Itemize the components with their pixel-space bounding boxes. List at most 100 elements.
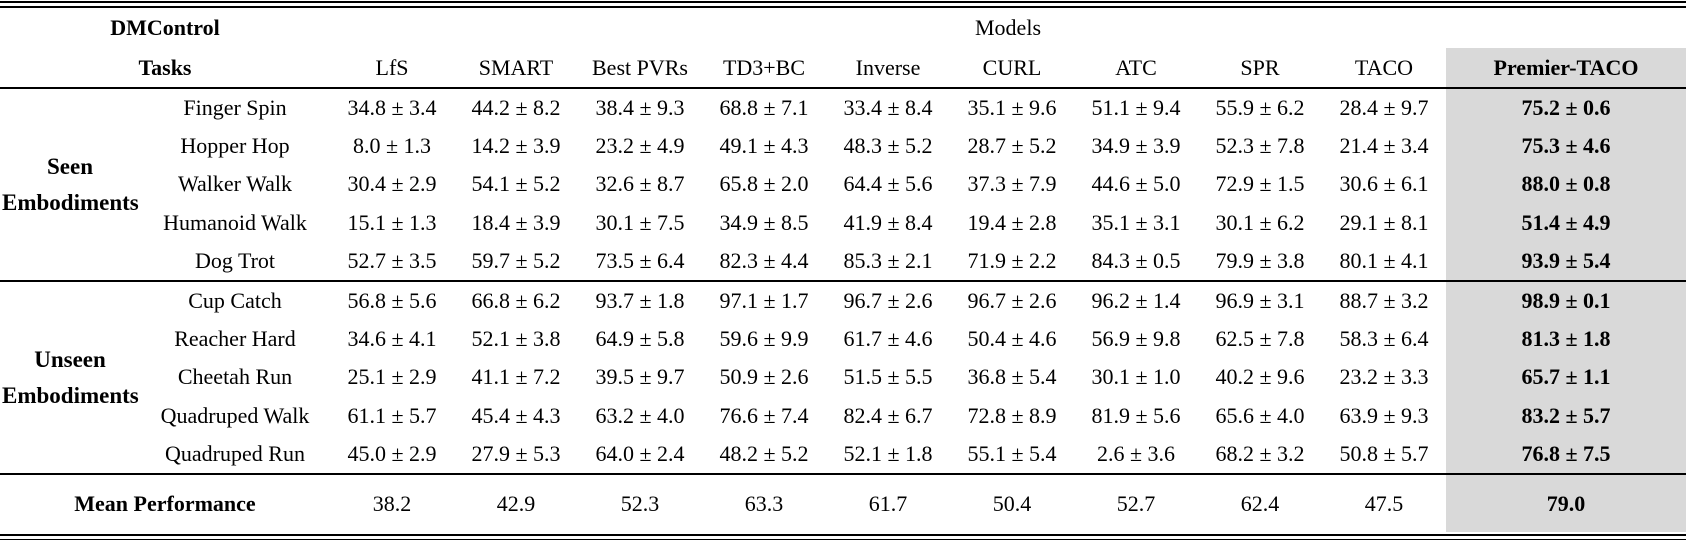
table-row: Hopper Hop 8.0 ± 1.3 14.2 ± 3.9 23.2 ± 4.9 4… [0,126,1686,166]
score-cell: 81.9 ± 5.6 [1091,403,1181,429]
score-cell: 62.5 ± 7.8 [1215,325,1305,351]
score-cell: 8.0 ± 1.3 [352,132,432,158]
score-cell: 96.7 ± 2.6 [967,287,1057,313]
table-row: Cheetah Run 25.1 ± 2.9 41.1 ± 7.2 39.5 ± 9.… [0,358,1686,397]
score-cell: 2.6 ± 3.6 [1096,441,1176,467]
section-seen-embodiments: Seen Embodiments Finger Spin 34.8 ± 3.4 44.… [0,88,1686,281]
score-cell: 64.4 ± 5.6 [843,171,933,197]
score-cell: 51.5 ± 5.5 [843,364,933,390]
section-unseen-embodiments: Unseen Embodiments Cup Catch 56.8 ± 5.6 66.… [0,281,1686,474]
score-cell: 54.1 ± 5.2 [471,171,561,197]
score-cell: 50.9 ± 2.6 [719,364,809,390]
task-name: Hopper Hop [180,132,290,158]
score-cell: 23.2 ± 4.9 [595,132,685,158]
column-header-model: LfS [375,54,409,80]
score-cell: 85.3 ± 2.1 [843,248,933,274]
score-cell-premier: 65.7 ± 1.1 [1446,358,1686,397]
score-cell: 45.0 ± 2.9 [347,441,437,467]
score-cell-premier: 98.9 ± 0.1 [1446,281,1686,320]
score-cell: 36.8 ± 5.4 [967,364,1057,390]
score-cell-premier: 83.2 ± 5.7 [1446,396,1686,436]
score-cell: 30.6 ± 6.1 [1339,171,1429,197]
score-cell: 93.7 ± 1.8 [595,287,685,313]
mean-score-cell: 42.9 [496,490,536,516]
column-header-model: SMART [478,54,554,80]
score-cell: 65.6 ± 4.0 [1215,403,1305,429]
score-cell: 52.7 ± 3.5 [347,248,437,274]
table-footer: Mean Performance 38.2 42.9 52.3 63.3 61.7 50.… [0,474,1686,532]
score-cell: 44.2 ± 8.2 [471,94,561,120]
score-cell: 68.8 ± 7.1 [719,94,809,120]
score-cell: 56.9 ± 9.8 [1091,325,1181,351]
score-cell: 66.8 ± 6.2 [471,287,561,313]
score-cell: 96.9 ± 3.1 [1215,287,1305,313]
score-cell: 28.7 ± 5.2 [967,132,1057,158]
mean-score-cell: 52.3 [620,490,660,516]
score-cell: 33.4 ± 8.4 [843,94,933,120]
score-cell: 29.1 ± 8.1 [1339,210,1429,236]
score-cell: 30.1 ± 1.0 [1091,364,1181,390]
score-cell: 34.6 ± 4.1 [347,325,437,351]
results-table: DMControl Models Tasks LfS SMART Best PVRs… [0,8,1686,532]
score-cell: 30.1 ± 6.2 [1215,210,1305,236]
score-cell: 32.6 ± 8.7 [595,171,685,197]
score-cell: 19.4 ± 2.8 [967,210,1057,236]
score-cell: 51.1 ± 9.4 [1091,94,1181,120]
score-cell: 21.4 ± 3.4 [1339,132,1429,158]
task-name: Reacher Hard [174,325,296,351]
table-row: Dog Trot 52.7 ± 3.5 59.7 ± 5.2 73.5 ± 6.4 82… [0,242,1686,281]
score-cell: 49.1 ± 4.3 [719,132,809,158]
header-models-group: Models [975,15,1041,40]
score-cell: 96.2 ± 1.4 [1091,287,1181,313]
score-cell: 76.6 ± 7.4 [719,403,809,429]
mean-score-cell: 52.7 [1116,490,1156,516]
score-cell: 55.9 ± 6.2 [1215,94,1305,120]
table-row: Quadruped Run 45.0 ± 2.9 27.9 ± 5.3 64.0 ± … [0,435,1686,474]
score-cell: 64.9 ± 5.8 [595,325,685,351]
score-cell: 45.4 ± 4.3 [471,403,561,429]
task-name: Humanoid Walk [163,210,307,236]
score-cell: 72.9 ± 1.5 [1215,171,1305,197]
score-cell: 52.1 ± 3.8 [471,325,561,351]
task-name: Quadruped Run [165,441,305,467]
score-cell: 61.7 ± 4.6 [843,325,933,351]
score-cell-premier: 76.8 ± 7.5 [1446,435,1686,474]
score-cell-premier: 81.3 ± 1.8 [1446,319,1686,359]
score-cell: 59.7 ± 5.2 [471,248,561,274]
score-cell: 64.0 ± 2.4 [595,441,685,467]
score-cell: 59.6 ± 9.9 [719,325,809,351]
score-cell: 88.7 ± 3.2 [1339,287,1429,313]
score-cell: 18.4 ± 3.9 [471,210,561,236]
mean-score-cell: 50.4 [992,490,1032,516]
score-cell: 48.2 ± 5.2 [719,441,809,467]
score-cell: 52.3 ± 7.8 [1215,132,1305,158]
score-cell: 38.4 ± 9.3 [595,94,685,120]
score-cell: 96.7 ± 2.6 [843,287,933,313]
score-cell: 44.6 ± 5.0 [1091,171,1181,197]
column-header-model: SPR [1240,54,1280,80]
table-row: Walker Walk 30.4 ± 2.9 54.1 ± 5.2 32.6 ± 8.… [0,165,1686,204]
header-dmcontrol: DMControl [110,15,220,40]
score-cell: 65.8 ± 2.0 [719,171,809,197]
task-name: Cheetah Run [177,364,293,390]
score-cell: 56.8 ± 5.6 [347,287,437,313]
row-group-label: Unseen Embodiments [2,346,139,408]
table-row: Unseen Embodiments Cup Catch 56.8 ± 5.6 66.… [0,281,1686,408]
table-row: Quadruped Walk 61.1 ± 5.7 45.4 ± 4.3 63.2 ±… [0,396,1686,436]
score-cell-premier: 75.3 ± 4.6 [1446,126,1686,166]
mean-score-cell: 38.2 [372,490,412,516]
table-row: Seen Embodiments Finger Spin 34.8 ± 3.4 44.… [0,88,1686,215]
score-cell: 50.8 ± 5.7 [1339,441,1429,467]
column-header-model: ATC [1115,54,1157,80]
column-header-model: Inverse [855,54,921,80]
score-cell-premier: 93.9 ± 5.4 [1446,242,1686,281]
header-tasks: Tasks [138,54,192,80]
score-cell: 63.2 ± 4.0 [595,403,685,429]
task-name: Cup Catch [188,287,282,313]
column-header-model: Best PVRs [592,54,688,80]
score-cell: 14.2 ± 3.9 [471,132,561,158]
mean-score-cell: 62.4 [1240,490,1280,516]
score-cell: 27.9 ± 5.3 [471,441,561,467]
score-cell-premier: 88.0 ± 0.8 [1446,165,1686,204]
